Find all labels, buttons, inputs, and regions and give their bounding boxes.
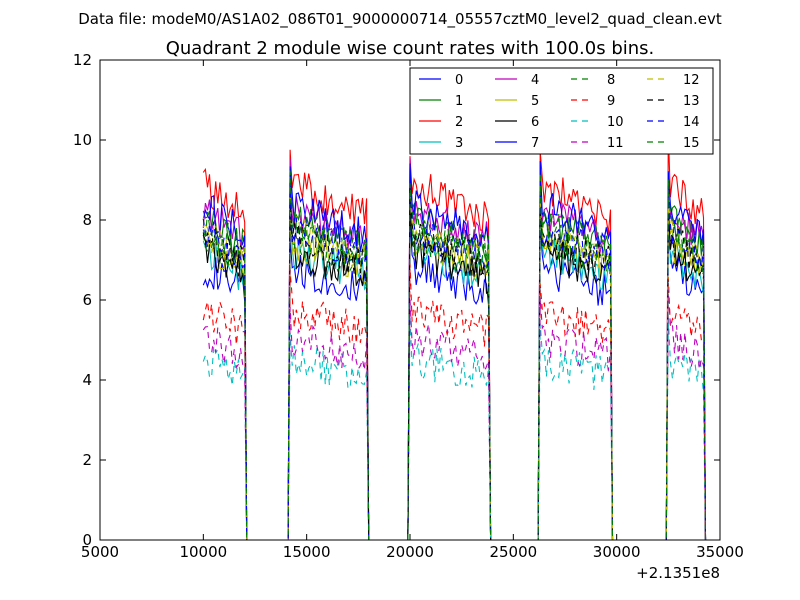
series-line-9 [202, 262, 707, 541]
legend-label-5: 5 [531, 94, 539, 109]
series-line-12 [202, 192, 707, 541]
x-tick-label: 10000 [179, 543, 227, 561]
legend-label-15: 15 [683, 136, 700, 151]
legend-label-11: 11 [607, 136, 624, 151]
series-line-7 [202, 160, 707, 541]
legend-label-3: 3 [455, 136, 463, 151]
y-tick-label: 6 [82, 291, 92, 309]
series-line-10 [202, 316, 707, 541]
legend-label-7: 7 [531, 136, 539, 151]
axes-layer: 5000 10000 15000 20000 25000 30000 35000 0 2 4 6 8 1… [73, 51, 744, 561]
legend-label-8: 8 [607, 73, 615, 88]
legend-label-1: 1 [455, 94, 463, 109]
x-tick-label: 15000 [283, 543, 331, 561]
legend-label-10: 10 [607, 115, 624, 130]
legend-box [409, 67, 714, 155]
legend-label-9: 9 [607, 94, 615, 109]
legend-label-2: 2 [455, 115, 463, 130]
series-line-14 [202, 172, 707, 541]
x-tick-label: 20000 [386, 543, 434, 561]
y-tick-label: 4 [82, 371, 92, 389]
series-layer [202, 132, 707, 541]
x-tick-label: 5000 [81, 543, 119, 561]
legend-label-4: 4 [531, 73, 539, 88]
legend-label-14: 14 [683, 115, 700, 130]
x-offset-label: +2.1351e8 [636, 564, 720, 582]
x-tick-label: 35000 [696, 543, 744, 561]
x-tick-label: 30000 [593, 543, 641, 561]
series-line-6 [202, 195, 707, 541]
legend-label-13: 13 [683, 94, 700, 109]
y-tick-label: 2 [82, 451, 92, 469]
y-tick-label: 0 [82, 531, 92, 549]
y-tick-label: 10 [73, 131, 92, 149]
chart-suptitle: Data file: modeM0/AS1A02_086T01_90000007… [78, 10, 722, 29]
legend-label-0: 0 [455, 73, 463, 88]
y-tick-label: 8 [82, 211, 92, 229]
legend-label-12: 12 [683, 73, 700, 88]
chart-title: Quadrant 2 module wise count rates with … [166, 38, 655, 59]
series-line-2 [202, 132, 707, 541]
series-line-4 [202, 158, 707, 541]
y-tick-label: 12 [73, 51, 92, 69]
series-line-3 [202, 200, 707, 541]
series-line-11 [202, 288, 707, 541]
legend-label-6: 6 [531, 115, 539, 130]
x-tick-label: 25000 [489, 543, 537, 561]
